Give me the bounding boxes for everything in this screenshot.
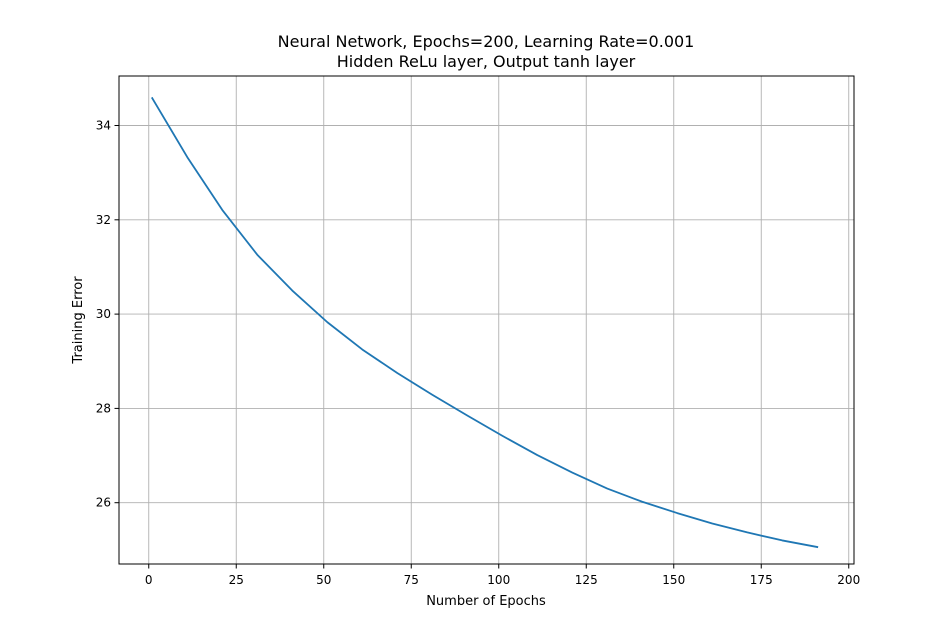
x-tick-label: 75 [404,573,419,587]
series-layer [151,96,819,549]
y-tick-label: 30 [96,307,111,321]
x-tick-label: 200 [837,573,860,587]
chart-title: Neural Network, Epochs=200, Learning Rat… [278,32,695,51]
x-tick-label: 0 [145,573,153,587]
y-tick-label: 26 [96,496,111,510]
x-tick-label: 150 [662,573,685,587]
x-tick-label: 100 [487,573,510,587]
y-tick-label: 34 [96,119,111,133]
y-axis-label: Training Error [71,276,86,365]
grid-lines [119,76,854,564]
x-tick-label: 50 [316,573,331,587]
plot-frame [118,75,855,565]
ticks: 0 25 50 75 100 125 150 175 200 26 28 30 32 34 [96,119,860,587]
x-tick-label: 25 [229,573,244,587]
chart-subtitle: Hidden ReLu layer, Output tanh layer [337,52,636,71]
x-tick-label: 125 [575,573,598,587]
x-tick-label: 175 [750,573,773,587]
y-tick-label: 28 [96,401,111,415]
series-line [151,96,819,549]
axes-frame [118,75,855,565]
x-axis-label: Number of Epochs [426,594,546,609]
y-tick-label: 32 [96,213,111,227]
